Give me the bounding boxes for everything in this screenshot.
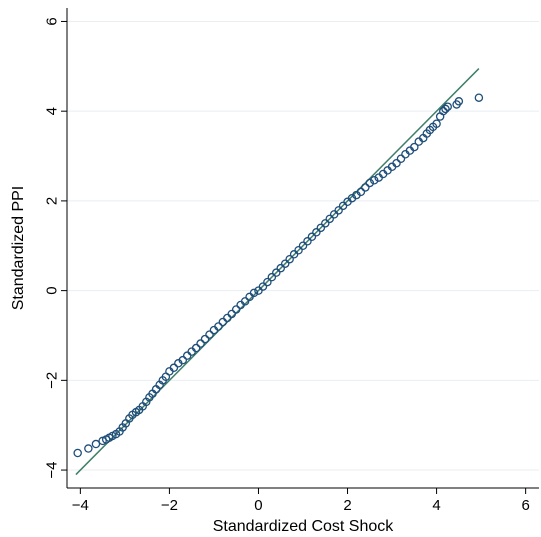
data-point (396, 154, 406, 163)
data-point (303, 237, 312, 246)
x-tick-label: −2 (161, 497, 178, 514)
x-tick-label: 2 (343, 497, 351, 514)
data-point (258, 282, 268, 291)
data-point (334, 206, 343, 215)
data-point (196, 339, 205, 348)
y-tick-label: 0 (43, 286, 60, 294)
data-point (298, 241, 308, 251)
y-tick-label: 4 (43, 107, 60, 115)
data-points (73, 93, 484, 458)
y-tick-label: −4 (43, 462, 60, 479)
y-tick-label: 6 (43, 17, 60, 25)
data-point (410, 142, 419, 152)
data-point (365, 178, 375, 188)
data-point (316, 223, 326, 233)
data-point (84, 444, 93, 453)
x-axis-title: Standardized Cost Shock (213, 518, 395, 535)
data-point (312, 228, 321, 237)
y-tick-label: −2 (43, 372, 60, 389)
data-point (272, 268, 281, 277)
data-point (441, 104, 450, 114)
x-tick-label: 4 (432, 497, 440, 514)
data-point (443, 102, 452, 111)
data-point (249, 288, 259, 298)
x-tick-label: 6 (521, 497, 529, 514)
data-point (369, 176, 379, 185)
data-point (178, 355, 188, 365)
data-point (276, 263, 285, 273)
data-point (474, 93, 484, 102)
data-point (91, 439, 101, 449)
data-point (73, 448, 82, 458)
data-point (191, 343, 201, 353)
y-tick-label: 2 (43, 197, 60, 205)
data-point (200, 334, 210, 344)
data-point (205, 330, 214, 339)
data-point (231, 305, 241, 314)
x-tick-label: 0 (254, 497, 262, 514)
data-point (325, 214, 334, 224)
y-axis-title: Standardized PPI (10, 186, 27, 311)
data-point (294, 245, 303, 255)
gridlines (67, 20, 539, 471)
reference-line (75, 68, 480, 476)
data-point (432, 119, 441, 128)
data-point (361, 183, 370, 192)
data-point (263, 277, 272, 287)
data-point (240, 297, 250, 306)
x-axis-ticks: −4 −2 0 2 4 6 (72, 488, 530, 514)
data-point (454, 97, 464, 106)
data-point (285, 254, 294, 264)
data-point (280, 259, 290, 268)
data-point (267, 272, 277, 282)
y-axis-ticks: −4 −2 0 2 4 6 (43, 17, 67, 479)
data-point (392, 158, 401, 168)
data-point (439, 106, 448, 116)
x-tick-label: −4 (72, 497, 89, 514)
data-point (307, 232, 317, 242)
data-point (227, 309, 237, 319)
data-point (214, 322, 223, 331)
data-point (356, 187, 366, 197)
data-point (321, 219, 330, 228)
data-point (169, 363, 179, 373)
